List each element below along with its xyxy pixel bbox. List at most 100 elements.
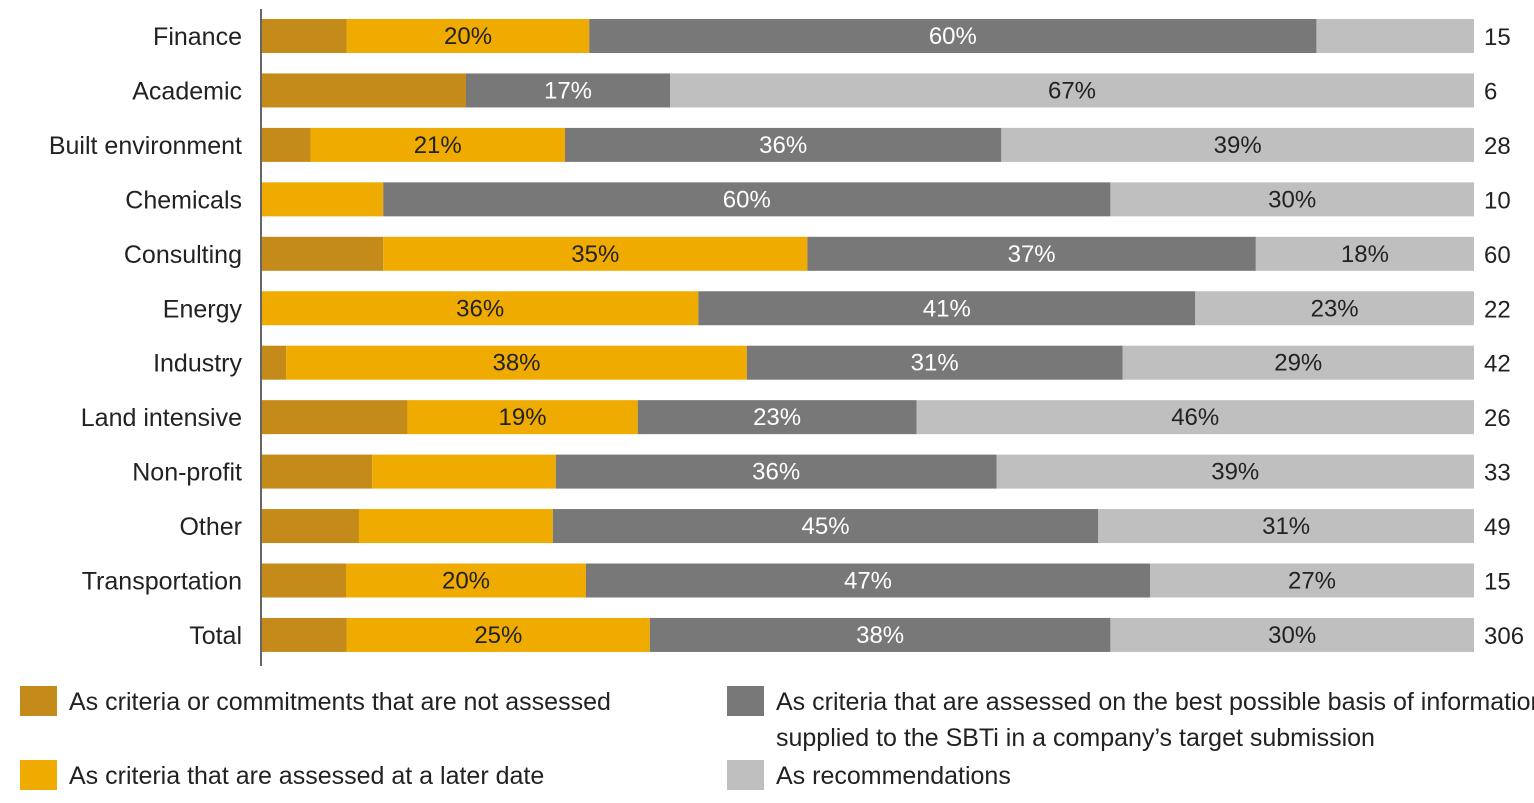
bar-segment-consulting-s2: [383, 236, 808, 271]
data-label-industry-s2: 38%: [492, 350, 540, 377]
bar-segment-transportation-s2: [346, 563, 586, 598]
data-label-total-s3: 38%: [856, 622, 904, 649]
bar-segment-consulting-s3: [807, 236, 1256, 271]
count-label-academic: 6: [1484, 78, 1497, 105]
data-label-land-intensive-s3: 23%: [753, 404, 801, 431]
data-label-consulting-s3: 37%: [1008, 241, 1056, 268]
legend-label-s3-line1: As criteria that are assessed on the bes…: [776, 688, 1534, 716]
data-label-academic-s4: 67%: [1048, 77, 1096, 104]
bar-segment-non-profit-s1: [262, 454, 373, 489]
bar-segment-energy-s4: [1195, 291, 1474, 326]
bar-segment-energy-s3: [698, 291, 1196, 326]
bar-segment-chemicals-s4: [1110, 182, 1474, 217]
bar-segment-consulting-s4: [1255, 236, 1474, 271]
data-label-transportation-s3: 47%: [844, 568, 892, 595]
bar-segment-finance-s3: [589, 19, 1317, 53]
count-label-land-intensive: 26: [1484, 405, 1511, 432]
data-label-land-intensive-s4: 46%: [1171, 404, 1219, 431]
bar-segment-total-s3: [649, 617, 1111, 652]
data-label-chemicals-s4: 30%: [1268, 186, 1316, 213]
data-label-built-environment-s4: 39%: [1214, 132, 1262, 159]
category-label-chemicals: Chemicals: [125, 186, 242, 214]
data-label-non-profit-s4: 39%: [1211, 459, 1259, 486]
bar-segment-built-environment-s1: [262, 127, 311, 162]
data-label-industry-s3: 31%: [911, 350, 959, 377]
legend-label-s2: As criteria that are assessed at a later…: [69, 762, 544, 790]
data-label-land-intensive-s2: 19%: [499, 404, 547, 431]
bar-segment-built-environment-s3: [565, 127, 1002, 162]
bar-segment-transportation-s1: [262, 563, 346, 598]
bar-segment-academic-s4: [670, 73, 1474, 108]
data-label-non-profit-s3: 36%: [752, 459, 800, 486]
legend-label-s4: As recommendations: [776, 762, 1011, 790]
bar-segment-other-s3: [552, 509, 1099, 544]
data-label-consulting-s2: 35%: [571, 241, 619, 268]
legend-label-s1: As criteria or commitments that are not …: [69, 688, 611, 716]
data-label-energy-s3: 41%: [923, 295, 971, 322]
bar-segment-industry-s3: [746, 345, 1123, 380]
bar-segment-land-intensive-s1: [262, 400, 408, 435]
bar-segment-other-s1: [262, 509, 359, 544]
count-label-transportation: 15: [1484, 569, 1511, 596]
legend-swatch-s3: [727, 686, 764, 716]
data-label-built-environment-s2: 21%: [414, 132, 462, 159]
bar-segment-built-environment-s2: [310, 127, 565, 162]
category-label-finance: Finance: [153, 23, 242, 51]
data-label-finance-s3: 60%: [929, 23, 977, 50]
data-label-energy-s2: 36%: [456, 295, 504, 322]
category-label-land-intensive: Land intensive: [81, 404, 242, 432]
data-label-finance-s2: 20%: [444, 23, 492, 50]
bar-segment-other-s2: [358, 509, 553, 544]
bar-segment-land-intensive-s2: [407, 400, 638, 435]
bars-group: 20% 60%17% 67%21% 36% 39%60% 30%35% 37% 18%36% 4…: [262, 19, 1474, 652]
bar-segment-industry-s1: [262, 345, 287, 380]
bar-segment-industry-s2: [286, 345, 747, 380]
count-label-consulting: 60: [1484, 242, 1511, 269]
bar-segment-transportation-s3: [586, 563, 1150, 598]
bar-segment-academic-s3: [466, 73, 670, 108]
legend-swatch-s2: [20, 760, 57, 790]
count-label-other: 49: [1484, 514, 1511, 541]
bar-segment-land-intensive-s3: [637, 400, 917, 435]
category-label-consulting: Consulting: [124, 241, 242, 269]
data-label-academic-s3: 17%: [544, 77, 592, 104]
count-label-non-profit: 33: [1484, 460, 1511, 487]
data-label-total-s4: 30%: [1268, 622, 1316, 649]
bar-segment-built-environment-s4: [1001, 127, 1474, 162]
data-label-built-environment-s3: 36%: [759, 132, 807, 159]
bar-segment-chemicals-s2: [262, 182, 384, 217]
data-label-consulting-s4: 18%: [1341, 241, 1389, 268]
data-label-industry-s4: 29%: [1274, 350, 1322, 377]
bar-segment-energy-s2: [262, 291, 699, 326]
bar-segment-academic-s1: [262, 73, 466, 108]
bar-segment-transportation-s4: [1150, 563, 1474, 598]
bar-segment-total-s2: [346, 617, 650, 652]
data-label-energy-s4: 23%: [1311, 295, 1359, 322]
category-label-industry: Industry: [153, 350, 242, 378]
count-label-energy: 22: [1484, 296, 1511, 323]
count-label-total: 306: [1484, 623, 1524, 650]
count-label-finance: 15: [1484, 24, 1511, 51]
data-label-other-s4: 31%: [1262, 513, 1310, 540]
data-label-other-s3: 45%: [802, 513, 850, 540]
data-label-transportation-s2: 20%: [442, 568, 490, 595]
bar-segment-chemicals-s3: [383, 182, 1111, 217]
category-label-non-profit: Non-profit: [132, 459, 242, 487]
bar-segment-consulting-s1: [262, 236, 384, 271]
bar-segment-non-profit-s2: [372, 454, 556, 489]
category-labels: Finance Academic Built environment Chemical…: [49, 23, 243, 650]
data-label-transportation-s4: 27%: [1288, 568, 1336, 595]
count-labels: 15 6 28 10 60 22 42 26 33 49 15 306: [1484, 24, 1524, 650]
count-label-built-environment: 28: [1484, 133, 1511, 160]
legend-label-s3-line2: supplied to the SBTi in a company’s targ…: [776, 724, 1375, 752]
category-label-other: Other: [179, 513, 242, 541]
category-label-transportation: Transportation: [82, 568, 242, 596]
category-label-total: Total: [189, 622, 242, 650]
category-label-built-environment: Built environment: [49, 132, 242, 160]
legend: As criteria or commitments that are not …: [20, 686, 1534, 790]
bar-segment-land-intensive-s4: [916, 400, 1474, 435]
bar-segment-industry-s4: [1122, 345, 1474, 380]
bar-segment-non-profit-s4: [996, 454, 1474, 489]
bar-segment-finance-s1: [262, 19, 347, 53]
